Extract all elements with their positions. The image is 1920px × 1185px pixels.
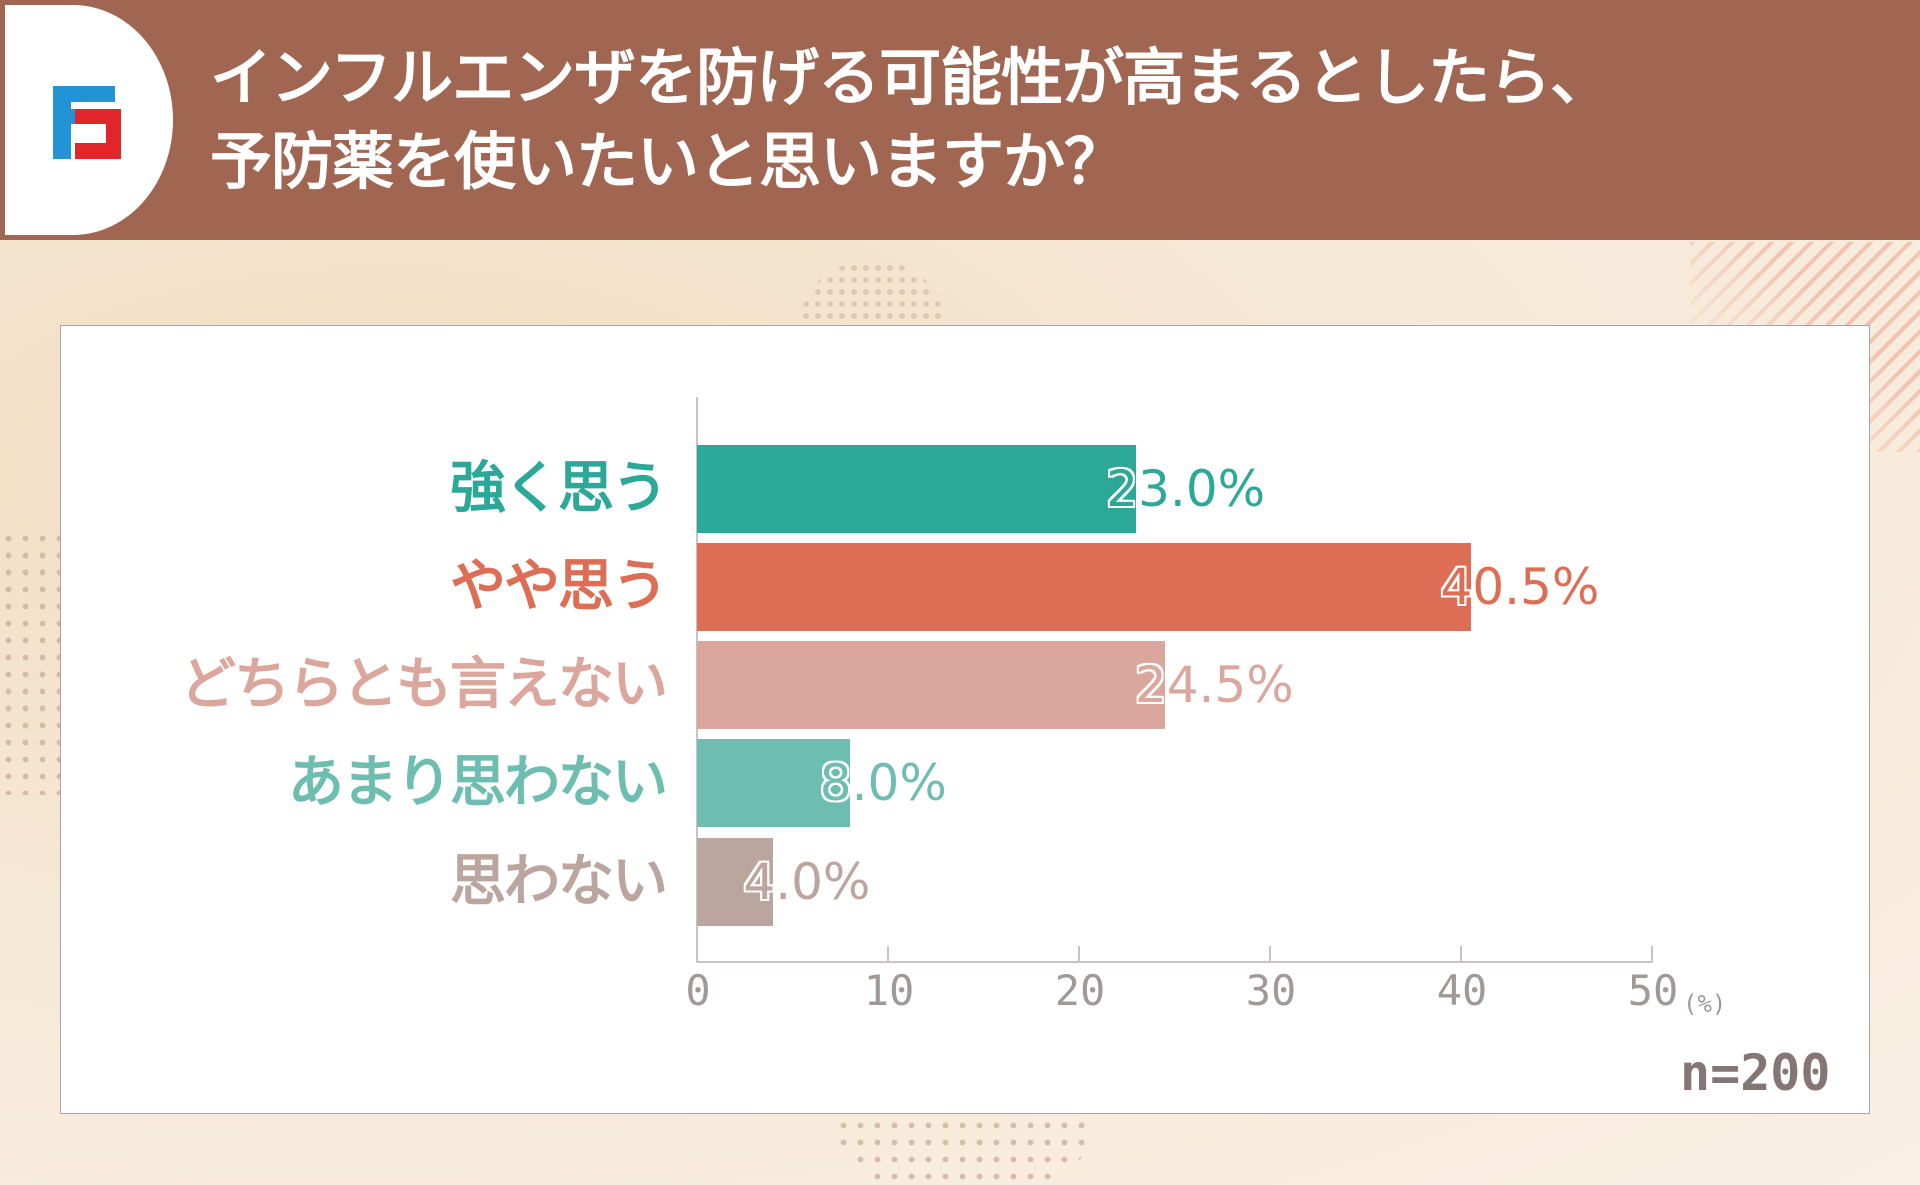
x-tick-label: 0 — [685, 966, 711, 1015]
sample-size-label: n=200 — [1680, 1044, 1831, 1102]
value-label: 24.5% — [1134, 656, 1294, 714]
category-label: どちらとも言えない — [180, 652, 668, 717]
header-banner: インフルエンザを防げる可能性が高まるとしたら、 予防薬を使いたいと思いますか？ — [0, 0, 1920, 240]
x-tick — [887, 946, 889, 962]
x-tick — [1078, 946, 1080, 962]
x-tick-label: 40 — [1436, 966, 1488, 1015]
bar-row: どちらとも言えない 24.5% — [0, 641, 1920, 729]
dot-pattern-left — [0, 530, 60, 795]
x-tick-label: 50 — [1627, 966, 1679, 1015]
bar — [697, 739, 850, 827]
dot-pattern-bottom — [835, 1117, 1095, 1185]
bar-row: やや思う 40.5% — [0, 543, 1920, 631]
x-tick-label: 20 — [1054, 966, 1106, 1015]
bar — [697, 543, 1471, 631]
value-label: 8.0% — [819, 754, 947, 812]
bar-row: 思わない 4.0% — [0, 838, 1920, 926]
category-label: あまり思わない — [288, 750, 668, 815]
x-tick-label: 10 — [863, 966, 915, 1015]
category-label: 強く思う — [450, 456, 668, 521]
dot-pattern-top — [800, 262, 945, 326]
bar — [697, 838, 774, 926]
value-label: 23.0% — [1106, 460, 1266, 518]
category-label: やや思う — [450, 554, 668, 619]
title-line-2: 予防薬を使いたいと思いますか？ — [210, 125, 1126, 198]
bar — [697, 641, 1165, 729]
logo-panel — [5, 5, 173, 235]
title-line-1: インフルエンザを防げる可能性が高まるとしたら、 — [210, 41, 1612, 114]
page-title: インフルエンザを防げる可能性が高まるとしたら、 予防薬を使いたいと思いますか？ — [210, 36, 1612, 204]
category-label: 思わない — [450, 849, 668, 914]
x-axis-unit: (%) — [1683, 990, 1727, 1018]
brand-logo-icon — [53, 86, 121, 159]
value-label: 40.5% — [1440, 558, 1600, 616]
x-tick — [1460, 946, 1462, 962]
x-tick — [696, 946, 698, 962]
x-axis-line — [696, 961, 1653, 963]
x-tick — [1269, 946, 1271, 962]
value-label: 4.0% — [743, 853, 871, 911]
bar-row: あまり思わない 8.0% — [0, 739, 1920, 827]
x-tick — [1651, 946, 1653, 962]
x-tick-label: 30 — [1245, 966, 1297, 1015]
bar — [697, 445, 1137, 533]
bar-row: 強く思う 23.0% — [0, 445, 1920, 533]
